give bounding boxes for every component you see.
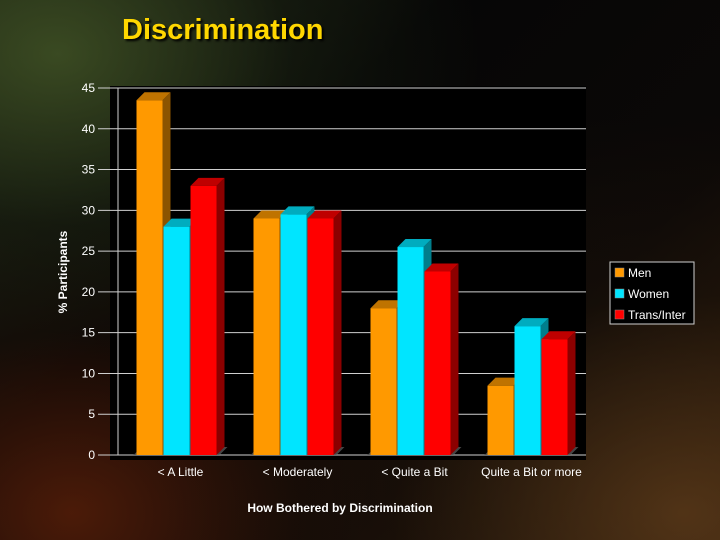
- y-tick-label: 25: [82, 244, 96, 258]
- bar-top: [280, 206, 315, 215]
- bar-top: [541, 331, 576, 340]
- legend-swatch: [614, 288, 625, 299]
- x-tick-label: < Moderately: [263, 465, 333, 479]
- bar-top: [424, 263, 459, 272]
- bar-top: [487, 377, 522, 386]
- bars: [133, 92, 579, 455]
- x-axis-title: How Bothered by Discrimination: [247, 501, 432, 515]
- x-tick-label: < A Little: [158, 465, 204, 479]
- legend-label: Trans/Inter: [628, 308, 686, 322]
- bar-front: [307, 218, 334, 455]
- bar-trans-inter-3: [541, 331, 576, 455]
- legend-label: Women: [628, 287, 669, 301]
- legend-swatch: [614, 309, 625, 320]
- bar-side: [216, 177, 225, 455]
- bar-side: [450, 263, 459, 455]
- bar-side: [333, 210, 342, 455]
- bar-front: [136, 100, 163, 455]
- x-tick-labels: < A Little < Moderately < Quite a Bit Quite…: [158, 465, 583, 479]
- bar-front: [487, 385, 514, 455]
- bar-front: [397, 247, 424, 455]
- bar-front: [280, 214, 307, 455]
- y-tick-label: 40: [82, 122, 96, 136]
- slide-title: Discrimination: [122, 14, 324, 46]
- bar-front: [424, 271, 451, 455]
- bar-trans-inter-0: [190, 177, 225, 455]
- legend-label: Men: [628, 266, 651, 280]
- y-tick-label: 30: [82, 203, 96, 217]
- y-tick-label: 15: [82, 326, 96, 340]
- legend-swatch: [614, 267, 625, 278]
- bar-side: [567, 331, 576, 455]
- bar-front: [190, 185, 217, 455]
- x-tick-label: Quite a Bit or more: [481, 465, 582, 479]
- y-tick-label: 0: [88, 448, 95, 462]
- y-axis-title: % Participants: [56, 230, 70, 313]
- x-tick-label: < Quite a Bit: [381, 465, 448, 479]
- y-tick-label: 45: [82, 81, 96, 95]
- bar-front: [541, 339, 568, 455]
- y-tick-label: 5: [88, 407, 95, 421]
- bar-trans-inter-2: [424, 263, 459, 455]
- bar-top: [190, 177, 225, 186]
- bar-top: [163, 218, 198, 227]
- bar-top: [514, 318, 549, 327]
- bar-front: [370, 308, 397, 455]
- y-tick-label: 20: [82, 285, 96, 299]
- bar-top: [397, 239, 432, 248]
- bar-top: [253, 210, 288, 219]
- y-tick-label: 35: [82, 163, 96, 177]
- bar-front: [514, 326, 541, 455]
- bar-top: [370, 300, 405, 309]
- bar-top: [307, 210, 342, 219]
- legend: Men Women Trans/Inter: [609, 261, 695, 325]
- bar-front: [253, 218, 280, 455]
- bar-trans-inter-1: [307, 210, 342, 455]
- y-tick-labels: 0 5 10 15 20 25 30 35 40 45: [82, 81, 96, 462]
- bar-front: [163, 226, 190, 455]
- y-tick-label: 10: [82, 366, 96, 380]
- bar-top: [136, 92, 171, 101]
